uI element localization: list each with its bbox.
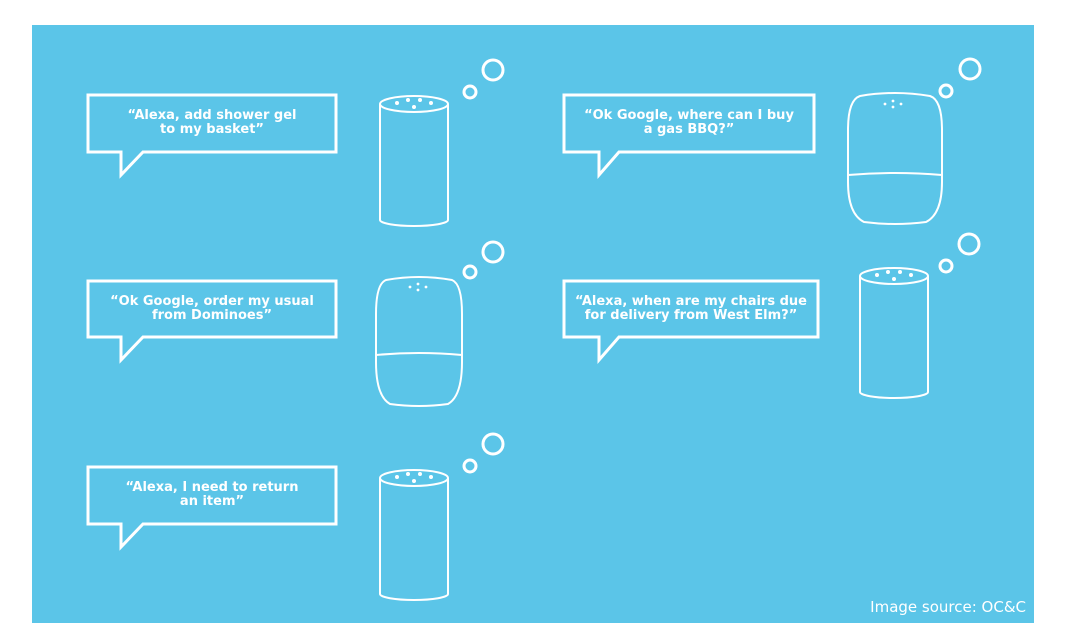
bubble-line: an item” <box>179 494 245 509</box>
bubble-line: “Alexa, add shower gel <box>127 108 297 123</box>
speech-bubble-5 <box>86 465 338 551</box>
speech-bubble-4 <box>562 279 820 365</box>
amazon-echo-icon <box>379 469 449 601</box>
thought-bubble-icon <box>938 232 981 274</box>
bubble-line: “Ok Google, order my usual <box>110 294 314 309</box>
bubble-line: to my basket” <box>160 122 264 137</box>
thought-bubble-icon <box>462 432 505 474</box>
amazon-echo-icon <box>859 267 929 399</box>
amazon-echo-icon <box>379 95 449 227</box>
speech-bubble-4-text: “Alexa, when are my chairs due for deliv… <box>564 295 818 323</box>
bubble-line: “Alexa, when are my chairs due <box>574 294 807 309</box>
speech-bubble-3 <box>86 279 338 364</box>
speech-bubble-2-text: “Ok Google, where can I buy a gas BBQ?” <box>564 109 814 137</box>
bubble-line: “Alexa, I need to return <box>125 480 299 495</box>
bubble-line: “Ok Google, where can I buy <box>584 108 794 123</box>
speech-bubble-3-text: “Ok Google, order my usual from Dominoes… <box>88 295 336 323</box>
bubble-line: a gas BBQ?” <box>643 122 735 137</box>
thought-bubble-icon <box>462 58 505 100</box>
speech-bubble-1 <box>86 93 338 179</box>
google-home-icon <box>847 92 943 225</box>
thought-bubble-icon <box>938 57 982 99</box>
google-home-icon <box>375 276 463 407</box>
speech-bubble-1-text: “Alexa, add shower gel to my basket” <box>88 109 336 137</box>
thought-bubble-icon <box>462 240 505 280</box>
speech-bubble-2 <box>562 93 816 180</box>
image-source-credit: Image source: OC&C <box>870 598 1026 616</box>
bubble-line: from Dominoes” <box>151 308 273 323</box>
bubble-line: for delivery from West Elm?” <box>584 308 798 323</box>
speech-bubble-5-text: “Alexa, I need to return an item” <box>88 481 336 509</box>
